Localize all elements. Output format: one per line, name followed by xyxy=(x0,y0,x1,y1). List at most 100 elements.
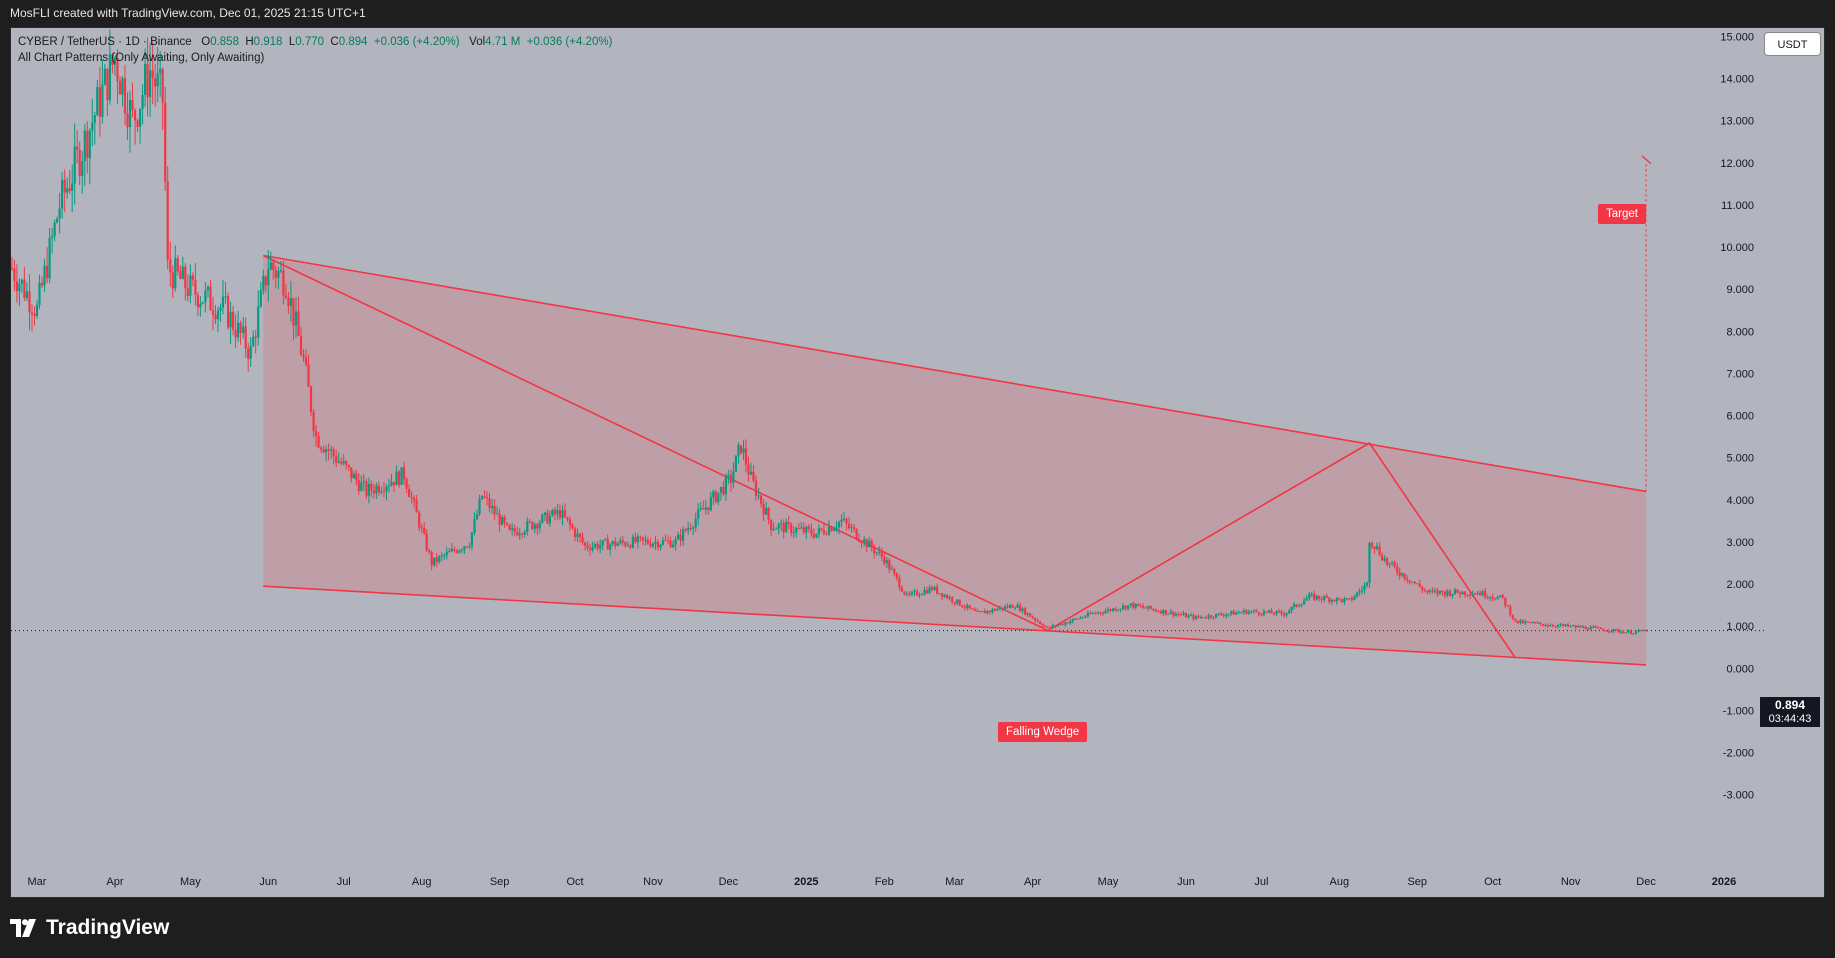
candle-body xyxy=(1275,611,1278,615)
candle-body xyxy=(154,78,157,87)
y-tick-label: -3.000 xyxy=(1723,790,1754,802)
candle-body xyxy=(782,523,785,533)
candle-body xyxy=(1056,625,1059,627)
candle-body xyxy=(181,266,184,279)
candle-body xyxy=(775,528,778,530)
candle-body xyxy=(1572,625,1575,627)
indicator-name[interactable]: All Chart Patterns (Only Awaiting, Only … xyxy=(18,52,265,64)
candle-body xyxy=(1293,604,1296,607)
candle-body xyxy=(1627,630,1630,633)
candle-body xyxy=(837,522,841,528)
candle-body xyxy=(659,544,662,548)
candle-body xyxy=(445,552,448,556)
candle-body xyxy=(1418,583,1421,587)
candle-body xyxy=(551,510,554,516)
candle-body xyxy=(646,539,649,544)
candle-body xyxy=(496,513,499,515)
candle-body xyxy=(289,298,292,306)
candle-body xyxy=(1029,613,1032,617)
candle-body xyxy=(405,479,408,489)
candle-body xyxy=(1280,611,1283,614)
wedge-lower-trendline xyxy=(263,585,1647,666)
x-tick-label: May xyxy=(180,876,201,888)
candle-body xyxy=(51,236,54,238)
candle-body xyxy=(304,357,308,365)
candle-body xyxy=(1169,611,1172,614)
candle-body xyxy=(123,78,127,114)
target-label[interactable]: Target xyxy=(1598,204,1646,224)
y-tick-label: 1.000 xyxy=(1726,621,1754,633)
candle-body xyxy=(1034,618,1037,621)
candle-body xyxy=(279,270,282,272)
candle-body xyxy=(858,539,861,542)
candle-body xyxy=(408,488,411,497)
falling-wedge-label[interactable]: Falling Wedge xyxy=(998,722,1088,742)
candle-body xyxy=(1642,630,1645,632)
candle-body xyxy=(518,533,521,536)
price-chart[interactable]: 16.00015.00014.00013.00012.00011.00010.0… xyxy=(11,28,1824,897)
candle-body xyxy=(865,539,868,548)
candle-body xyxy=(139,108,142,127)
candle-body xyxy=(1338,597,1341,599)
candle-body xyxy=(428,550,431,552)
y-tick-label: -1.000 xyxy=(1723,705,1754,717)
candle-body xyxy=(1157,611,1160,613)
candle-body xyxy=(966,605,969,608)
candle-body xyxy=(498,513,501,525)
candle-body xyxy=(1381,555,1384,561)
candle-body xyxy=(649,543,652,547)
candle-body xyxy=(661,540,665,545)
candle-body xyxy=(1003,606,1007,610)
candle-body xyxy=(1016,605,1019,608)
candle-body xyxy=(1089,612,1092,614)
candle-body xyxy=(1106,609,1110,611)
candle-body xyxy=(1094,613,1097,615)
candle-body xyxy=(568,519,572,525)
candle-body xyxy=(307,364,310,387)
candle-body xyxy=(825,533,828,535)
tradingview-logo-icon xyxy=(10,919,36,937)
candle-body xyxy=(1413,581,1416,584)
candle-body xyxy=(179,271,182,279)
candle-body xyxy=(262,276,265,291)
candle-body xyxy=(1134,603,1137,608)
candle-body xyxy=(963,607,966,609)
candle-body xyxy=(350,467,353,479)
currency-button[interactable]: USDT xyxy=(1764,32,1821,56)
candle-body xyxy=(483,495,486,497)
candle-body xyxy=(1315,595,1318,600)
candle-body xyxy=(1554,626,1557,628)
candle-body xyxy=(812,534,815,538)
candle-body xyxy=(1117,609,1120,611)
candle-body xyxy=(1506,605,1509,607)
x-tick-label: Sep xyxy=(1407,876,1427,888)
chart-panel[interactable]: 16.00015.00014.00013.00012.00011.00010.0… xyxy=(10,27,1825,898)
close-value: 0.894 xyxy=(338,36,368,48)
candle-body xyxy=(576,533,579,537)
candle-body xyxy=(149,70,152,98)
candle-body xyxy=(1335,597,1338,602)
x-tick-label: Jun xyxy=(259,876,277,888)
candle-body xyxy=(40,282,44,286)
candle-body xyxy=(822,529,825,534)
candle-body xyxy=(1305,598,1308,601)
x-tick-label: Sep xyxy=(490,876,510,888)
candle-body xyxy=(1368,543,1371,583)
symbol-info[interactable]: CYBER / TetherUS · 1D · Binance xyxy=(18,36,192,48)
candle-body xyxy=(1617,629,1620,633)
candle-body xyxy=(943,595,946,597)
candle-body xyxy=(1529,622,1532,624)
candle-body xyxy=(1614,629,1617,631)
candle-body xyxy=(1396,566,1399,573)
candle-body xyxy=(131,100,134,111)
candle-body xyxy=(81,161,84,176)
candle-body xyxy=(739,445,743,453)
candle-body xyxy=(1220,613,1223,616)
candle-body xyxy=(1456,589,1459,593)
candle-body xyxy=(463,546,466,550)
x-tick-label: 2025 xyxy=(794,876,818,888)
candle-body xyxy=(1001,607,1004,610)
candle-body xyxy=(993,609,996,611)
candle-body xyxy=(211,310,215,315)
candle-body xyxy=(1008,605,1012,608)
